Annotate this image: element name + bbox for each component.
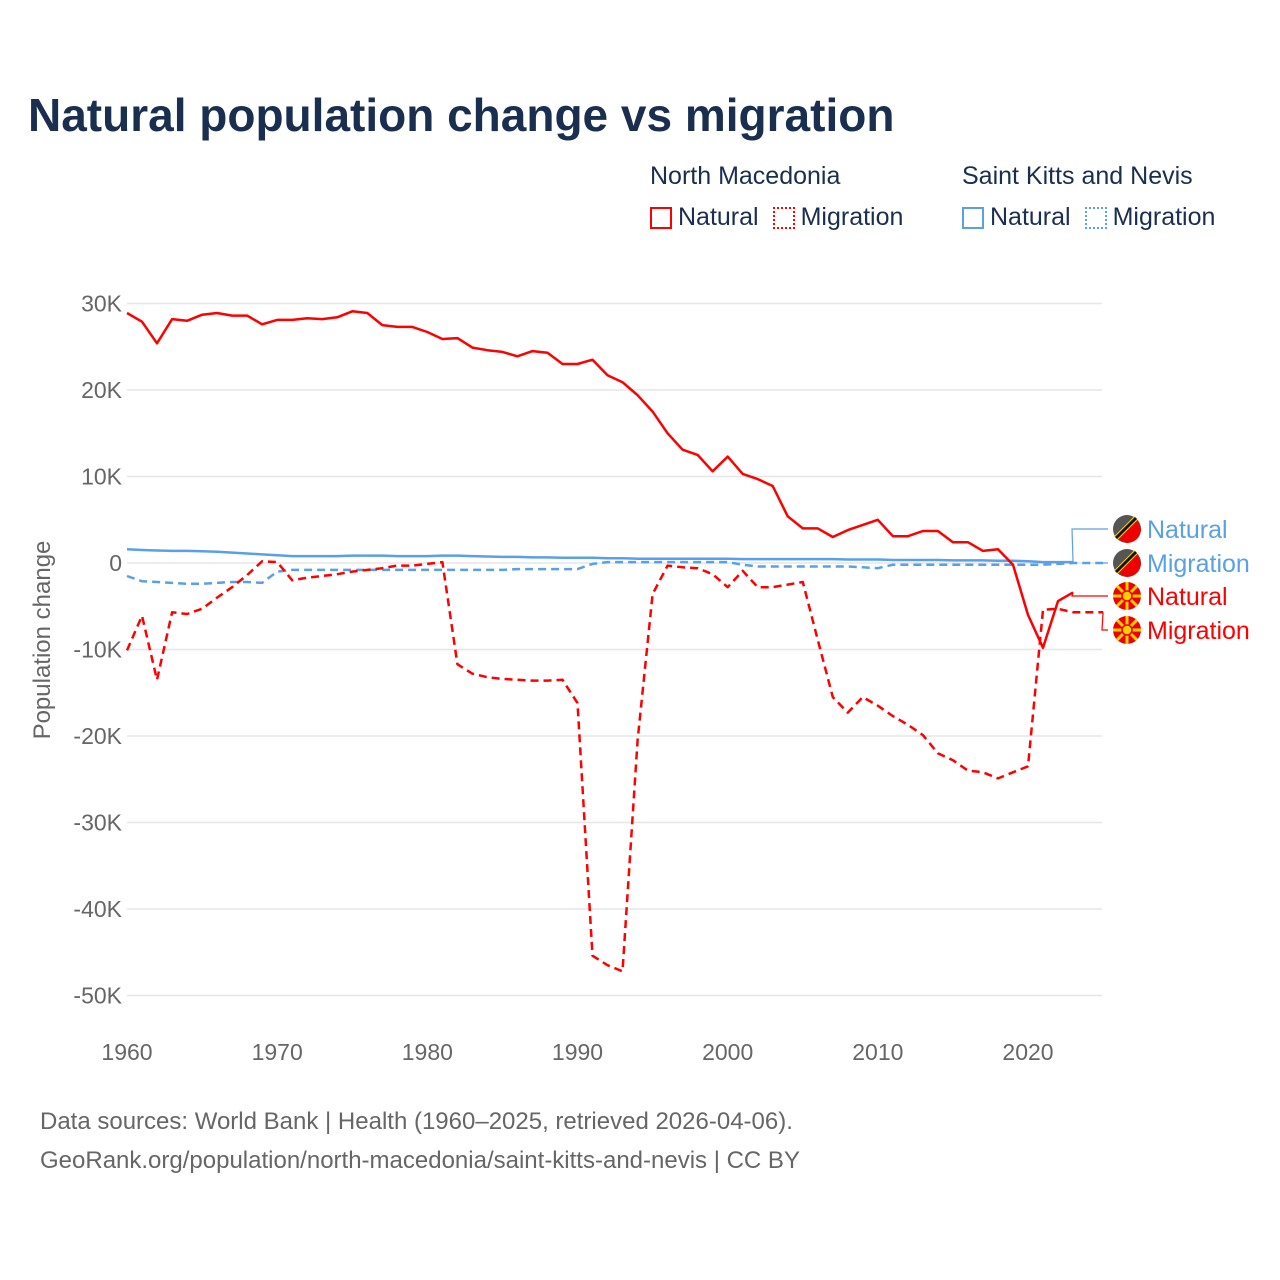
flag-sun — [1121, 590, 1133, 602]
y-tick-label: 20K — [81, 377, 123, 403]
solid-swatch-icon — [650, 206, 672, 229]
y-tick-label: 30K — [81, 291, 123, 317]
y-axis-label: Population change — [29, 541, 56, 740]
flag-stripe — [1117, 553, 1141, 577]
chart-title: Natural population change vs migration — [28, 89, 895, 141]
series-end-label: Natural — [1147, 583, 1228, 611]
dotted-swatch-icon — [1084, 206, 1107, 229]
y-tick-label: 10K — [81, 464, 123, 490]
legend-item-skn-natural[interactable]: Natural — [962, 203, 1071, 232]
flag-stripe — [1114, 550, 1138, 574]
series-line-north-macedonia-migration — [125, 560, 1104, 973]
x-tick-label: 1990 — [552, 1039, 603, 1065]
y-tick-label: -20K — [73, 723, 122, 749]
legend-label: Natural — [990, 203, 1071, 231]
y-tick-label: -30K — [73, 810, 122, 836]
x-tick-label: 2000 — [702, 1039, 753, 1065]
source-url[interactable]: GeoRank.org/population/north-macedonia/s… — [40, 1147, 800, 1174]
legend-item-nm-migration[interactable]: Migration — [772, 203, 904, 232]
series-line-saint-kitts-and-nevis-natural — [126, 547, 1074, 564]
label-connector — [1071, 528, 1108, 563]
dotted-swatch-icon — [772, 206, 795, 229]
y-tick-label: -10K — [73, 637, 122, 663]
x-tick-label: 1980 — [402, 1039, 453, 1065]
legend-group-saint-kitts: Saint Kitts and Nevis Natural Migration — [962, 162, 1215, 232]
y-tick-label: -40K — [73, 896, 122, 922]
legend-country: North Macedonia — [650, 162, 841, 190]
series-line-north-macedonia-natural — [126, 310, 1074, 650]
label-connector — [1101, 612, 1108, 631]
x-tick-label: 1970 — [252, 1039, 303, 1065]
series-end-label: Natural — [1147, 516, 1228, 544]
x-tick-label: 2010 — [852, 1039, 903, 1065]
x-tick-label: 2020 — [1002, 1039, 1053, 1065]
series-end-label: Migration — [1147, 550, 1250, 578]
legend-group-north-macedonia: North Macedonia Natural Migration — [650, 162, 903, 232]
series-line-saint-kitts-and-nevis-migration — [126, 560, 1104, 586]
legend-label: Migration — [800, 203, 904, 231]
y-tick-label: -50K — [73, 983, 122, 1009]
y-tick-label: 0 — [109, 550, 122, 576]
flag-stripe — [1117, 519, 1141, 543]
flag-stripe — [1114, 516, 1138, 540]
legend-item-skn-migration[interactable]: Migration — [1084, 203, 1216, 232]
source-line: Data sources: World Bank | Health (1960–… — [40, 1108, 793, 1135]
series-end-label: Migration — [1147, 617, 1250, 645]
legend-item-nm-natural[interactable]: Natural — [650, 203, 759, 232]
x-tick-label: 1960 — [101, 1039, 152, 1065]
legend-label: Natural — [678, 203, 759, 231]
flag-sun — [1121, 624, 1133, 636]
legend-country: Saint Kitts and Nevis — [962, 162, 1193, 190]
solid-swatch-icon — [962, 206, 984, 229]
label-connector — [1071, 592, 1108, 597]
legend-label: Migration — [1112, 203, 1216, 231]
